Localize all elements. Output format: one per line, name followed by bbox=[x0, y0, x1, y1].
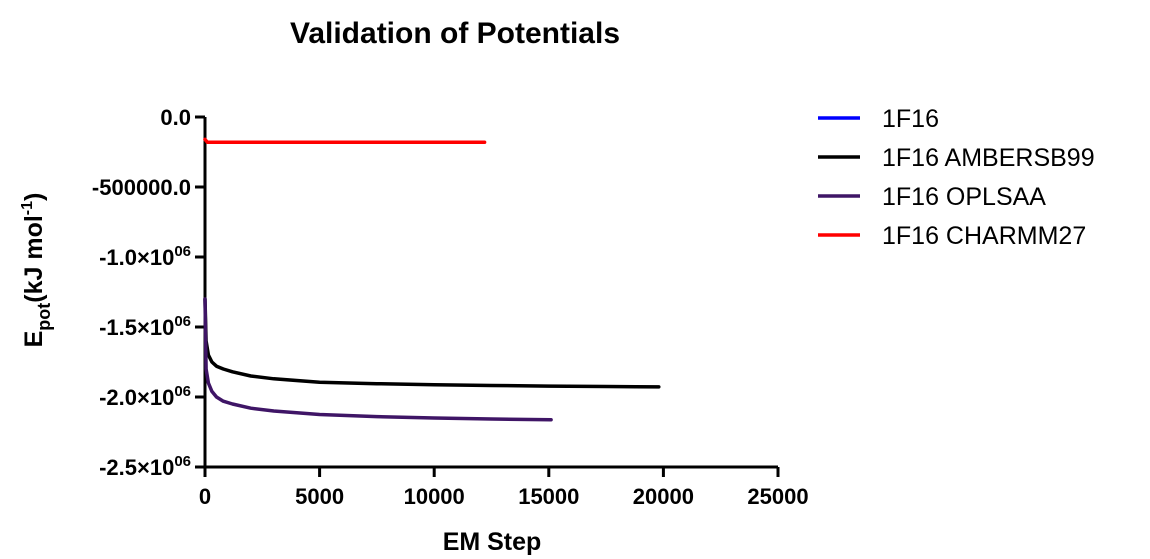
legend-label: 1F16 bbox=[882, 105, 939, 133]
series-line-2 bbox=[203, 297, 661, 389]
y-label-sub: pot bbox=[34, 303, 54, 331]
y-label-paren: (kJ mol bbox=[20, 215, 48, 303]
legend: 1F16 1F16 AMBERSB99 1F16 OPLSAA 1F16 CHARMM… bbox=[818, 105, 1095, 250]
y-tick-mantissa: -2.5×10 bbox=[99, 455, 174, 480]
series-line-3 bbox=[203, 297, 553, 422]
y-label-sup: -1 bbox=[19, 201, 36, 215]
y-tick-label: 0.0 bbox=[160, 105, 191, 130]
y-tick-mantissa: -2.0×10 bbox=[99, 385, 174, 410]
x-tick-label: 15000 bbox=[518, 484, 579, 509]
x-tick-label: 20000 bbox=[633, 484, 694, 509]
x-tick-label: 25000 bbox=[747, 484, 808, 509]
y-tick-exponent: 06 bbox=[174, 313, 191, 330]
y-tick-mantissa: -1.5×10 bbox=[99, 315, 174, 340]
y-label-close: ) bbox=[20, 193, 48, 201]
y-tick-label: -1.0×1006 bbox=[99, 243, 191, 270]
y-tick-mantissa: -500000.0 bbox=[92, 175, 191, 200]
y-tick-mantissa: 0.0 bbox=[160, 105, 191, 130]
x-tick-label: 10000 bbox=[404, 484, 465, 509]
chart-title: Validation of Potentials bbox=[290, 17, 620, 50]
y-tick-exponent: 06 bbox=[174, 243, 191, 260]
x-tick-label: 5000 bbox=[295, 484, 344, 509]
y-label-main: E bbox=[20, 331, 48, 348]
y-tick-exponent: 06 bbox=[174, 383, 191, 400]
y-tick-exponent: 06 bbox=[174, 453, 191, 470]
y-tick-label: -2.0×1006 bbox=[99, 383, 191, 410]
legend-label: 1F16 AMBERSB99 bbox=[882, 144, 1095, 172]
y-tick-label: -500000.0 bbox=[92, 175, 191, 200]
legend-label: 1F16 CHARMM27 bbox=[882, 222, 1086, 250]
series-lines bbox=[203, 137, 661, 422]
svg-text:Epot(kJ mol-1): Epot(kJ mol-1) bbox=[19, 193, 54, 348]
legend-label: 1F16 OPLSAA bbox=[882, 183, 1046, 211]
y-tick-label: -1.5×1006 bbox=[99, 313, 191, 340]
x-ticks: 0 5000 10000 15000 20000 25000 bbox=[199, 467, 809, 509]
x-axis-label: EM Step bbox=[443, 528, 542, 556]
axes bbox=[203, 117, 778, 469]
y-tick-mantissa: -1.0×10 bbox=[99, 245, 174, 270]
x-tick-label: 0 bbox=[199, 484, 211, 509]
y-axis-label: Epot(kJ mol-1) bbox=[19, 193, 54, 348]
y-ticks: 0.0-500000.0-1.0×1006-1.5×1006-2.0×1006-… bbox=[92, 105, 205, 480]
y-tick-label: -2.5×1006 bbox=[99, 453, 191, 480]
series-line-4 bbox=[203, 137, 487, 144]
